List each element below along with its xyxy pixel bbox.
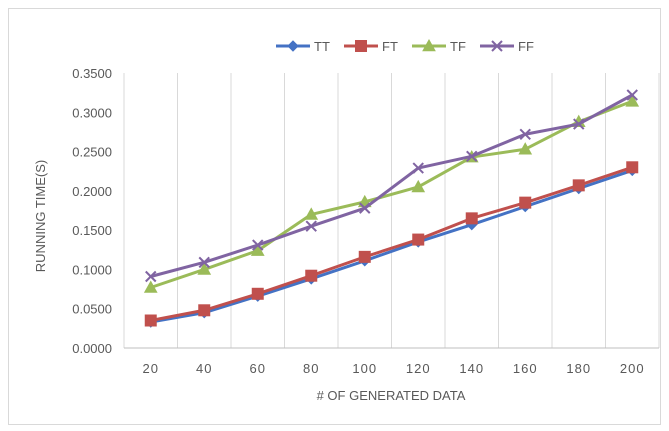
x-marker-stroke	[626, 89, 638, 101]
legend-marker-ft	[355, 40, 367, 52]
series	[143, 89, 640, 328]
data-point-ft	[465, 212, 478, 225]
legend-marker-tt	[287, 40, 299, 52]
data-point-tf	[250, 243, 265, 256]
data-point-ft	[144, 314, 157, 327]
data-point-ff	[412, 162, 424, 174]
legend-item-ff: FF	[480, 39, 534, 54]
x-tick-label: 40	[196, 361, 212, 376]
x-marker-stroke	[466, 150, 478, 162]
x-marker-stroke	[412, 162, 424, 174]
data-point-ft	[251, 287, 264, 300]
x-tick-label: 20	[143, 361, 159, 376]
y-tick-label: 0.1000	[72, 262, 112, 277]
series-ff	[145, 89, 638, 283]
legend-marker-ff	[491, 40, 503, 52]
x-marker-stroke	[145, 270, 157, 283]
series-line-ff	[149, 93, 634, 278]
data-point-ft	[626, 161, 639, 174]
data-point-ff	[359, 202, 371, 214]
data-point-ft	[198, 304, 211, 317]
x-tick-label: 80	[303, 361, 319, 376]
data-point-tf	[411, 179, 426, 193]
data-point-tf	[625, 94, 640, 107]
data-point-tf	[304, 207, 319, 220]
data-point-ft	[519, 196, 532, 209]
x-marker-stroke	[519, 128, 531, 140]
legend-item-tt: TT	[276, 39, 330, 54]
legend-label: TF	[450, 39, 466, 54]
legend: TT FT TF FF	[276, 38, 534, 54]
chart-border	[8, 8, 661, 425]
data-point-ft	[305, 269, 318, 282]
x-marker-stroke	[359, 202, 371, 214]
series-line-ft	[149, 165, 634, 322]
x-marker-stroke	[573, 118, 585, 130]
x-tick-label: 60	[250, 361, 266, 376]
data-point-ff	[305, 220, 317, 232]
y-tick-label: 0.3500	[72, 66, 112, 81]
y-axis-label: RUNNING TIME(S)	[33, 160, 48, 272]
gridlines	[123, 73, 660, 348]
y-tick-label: 0.0000	[72, 341, 112, 356]
x-tick-label: 120	[406, 361, 431, 376]
data-point-ft	[358, 250, 371, 263]
y-tick-label: 0.3000	[72, 105, 112, 120]
x-marker-stroke	[198, 256, 210, 269]
axes: 0.0000 0.0500 0.1000 0.1500 0.2000 0.2500 0.30…	[72, 66, 659, 376]
data-point-ft	[572, 179, 585, 192]
series-line-tf	[149, 99, 634, 289]
x-tick-label: 200	[620, 361, 645, 376]
y-tick-label: 0.0500	[72, 302, 112, 317]
data-point-ff	[198, 256, 210, 269]
legend-item-tf: TF	[412, 38, 466, 54]
legend-label: FF	[518, 39, 534, 54]
x-tick-label: 160	[513, 361, 538, 376]
legend-item-ft: FT	[344, 39, 398, 54]
data-point-tf	[518, 142, 533, 155]
x-marker-stroke	[252, 239, 264, 251]
data-point-ff	[145, 270, 157, 283]
data-point-tf	[197, 262, 212, 275]
legend-label: FT	[382, 39, 398, 54]
x-tick-label: 140	[459, 361, 484, 376]
series-line-tt	[149, 168, 634, 324]
data-point-ff	[252, 239, 264, 251]
y-tick-label: 0.2000	[72, 184, 112, 199]
y-tick-label: 0.1500	[72, 223, 112, 238]
data-point-ff	[466, 150, 478, 162]
y-tick-label: 0.2500	[72, 145, 112, 160]
x-tick-label: 100	[352, 361, 377, 376]
legend-label: TT	[314, 39, 330, 54]
series-ft	[144, 161, 639, 327]
data-point-ff	[519, 128, 531, 140]
legend-marker-tf	[422, 38, 436, 52]
data-point-ff	[626, 89, 638, 101]
x-marker-stroke	[305, 220, 317, 232]
data-point-tf	[143, 280, 158, 293]
x-marker-stroke	[491, 40, 503, 52]
data-point-ft	[412, 233, 425, 246]
x-axis-label: # OF GENERATED DATA	[317, 388, 466, 403]
data-point-ff	[573, 118, 585, 130]
x-tick-label: 180	[566, 361, 591, 376]
